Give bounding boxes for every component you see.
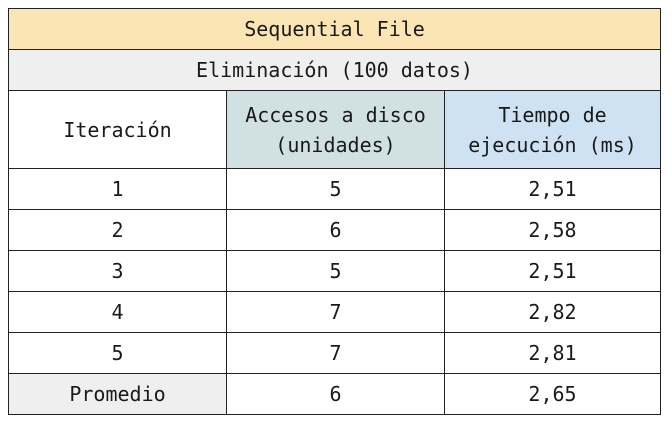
cell-accesses: 5	[226, 168, 445, 210]
cell-iteration: 4	[8, 291, 227, 333]
table-title: Sequential File	[7, 8, 662, 50]
cell-iteration: 2	[8, 209, 227, 251]
header-execution-time-line1: Tiempo de	[498, 102, 607, 127]
cell-iteration: 3	[8, 250, 227, 292]
cell-time: 2,51	[443, 250, 662, 292]
table-row: 4 7 2,82	[8, 291, 662, 333]
table-header-row: Iteración Accesos a disco (unidades) Tie…	[8, 90, 662, 169]
results-table-container: Sequential File Eliminación (100 datos) …	[7, 8, 662, 415]
table-subtitle: Eliminación (100 datos)	[7, 49, 662, 91]
table-row: 1 5 2,51	[8, 168, 662, 210]
header-execution-time: Tiempo de ejecución (ms)	[443, 90, 662, 169]
cell-accesses: 6	[226, 209, 445, 251]
cell-time: 2,82	[443, 291, 662, 333]
cell-time: 2,51	[443, 168, 662, 210]
cell-accesses: 7	[226, 291, 445, 333]
header-disk-accesses-line1: Accesos a disco	[245, 102, 426, 127]
average-row: Promedio 6 2,65	[8, 373, 662, 415]
table-title-row: Sequential File	[7, 8, 662, 50]
average-label: Promedio	[8, 373, 227, 415]
cell-time: 2,81	[443, 332, 662, 374]
average-accesses: 6	[226, 373, 445, 415]
header-disk-accesses: Accesos a disco (unidades)	[226, 90, 445, 169]
table-row: 3 5 2,51	[8, 250, 662, 292]
header-execution-time-line2: ejecución (ms)	[468, 132, 637, 157]
header-iteration: Iteración	[8, 90, 227, 169]
table-subtitle-row: Eliminación (100 datos)	[7, 49, 662, 91]
results-table: Sequential File Eliminación (100 datos) …	[7, 8, 662, 415]
cell-accesses: 5	[226, 250, 445, 292]
cell-accesses: 7	[226, 332, 445, 374]
cell-iteration: 1	[8, 168, 227, 210]
table-row: 5 7 2,81	[8, 332, 662, 374]
average-time: 2,65	[443, 373, 662, 415]
cell-iteration: 5	[8, 332, 227, 374]
header-disk-accesses-line2: (unidades)	[275, 132, 396, 157]
cell-time: 2,58	[443, 209, 662, 251]
table-row: 2 6 2,58	[8, 209, 662, 251]
